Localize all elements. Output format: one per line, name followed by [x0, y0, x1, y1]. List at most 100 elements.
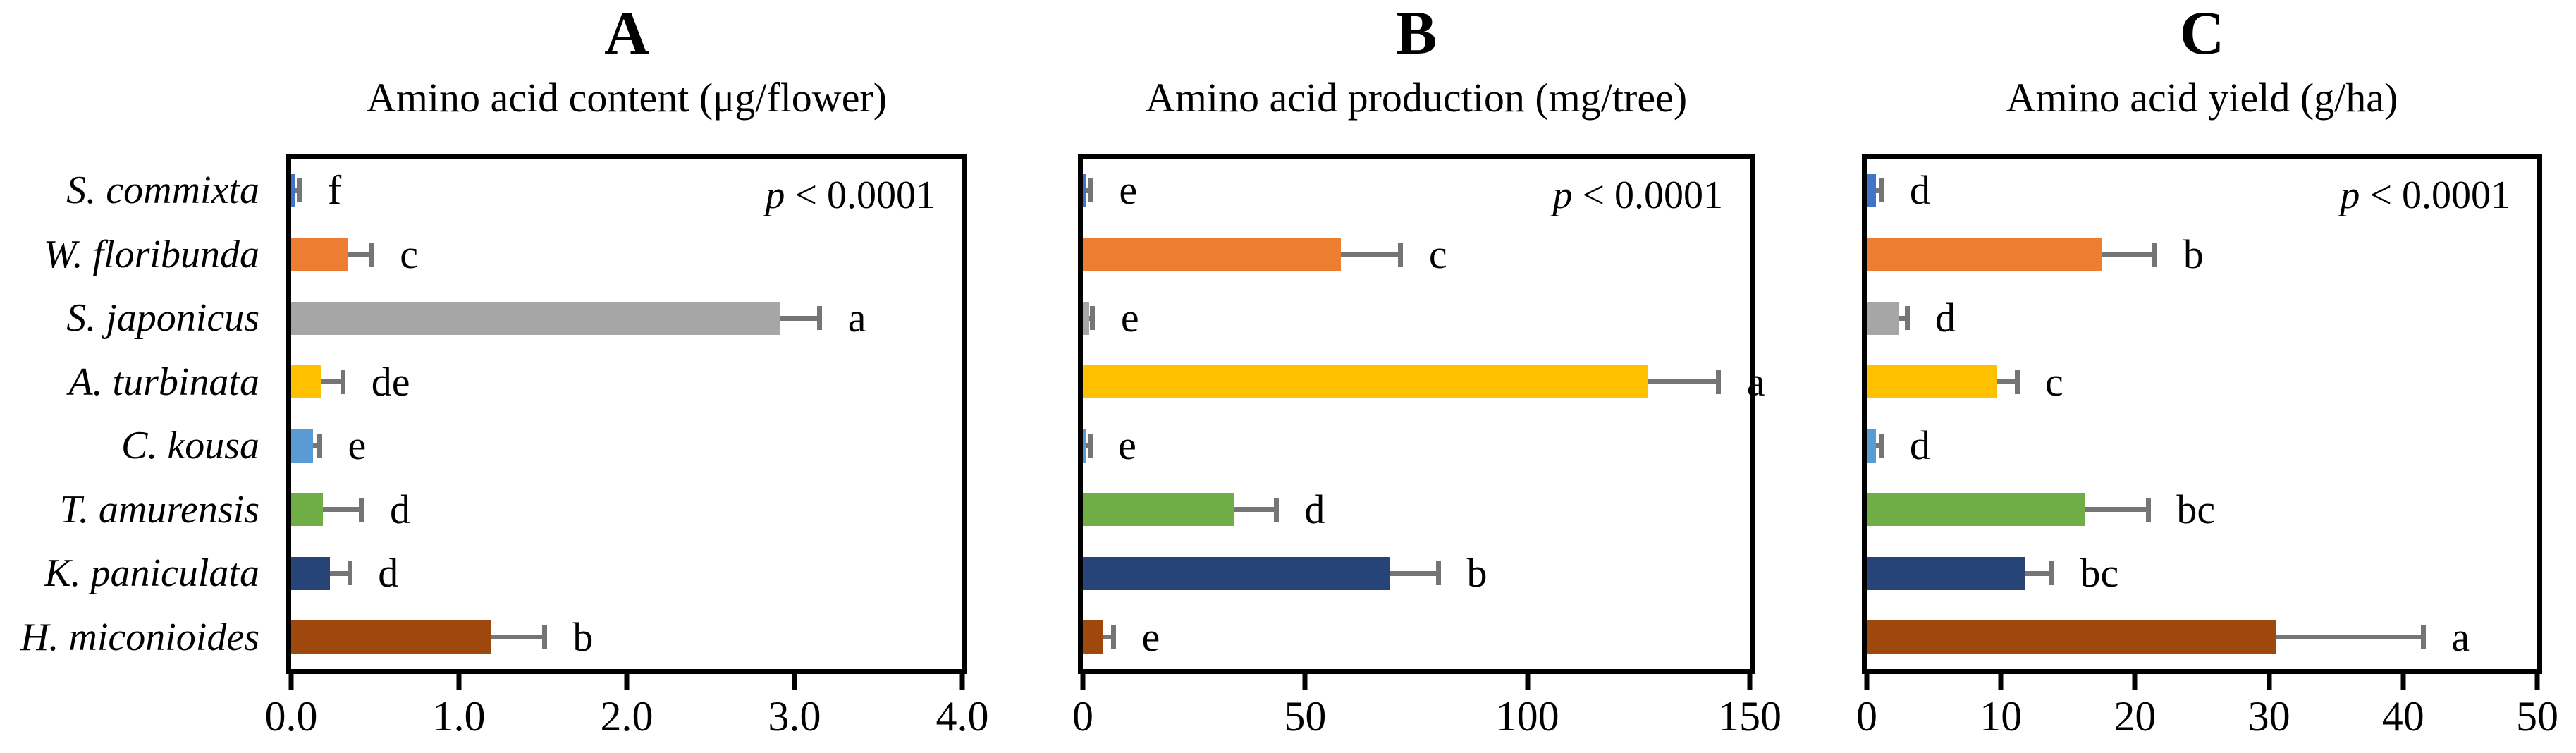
error-bar-cap	[1904, 306, 1910, 331]
bar-row: de	[291, 350, 962, 415]
significance-letter: bc	[2080, 550, 2119, 596]
axis-tick-label: 2.0	[600, 693, 654, 740]
species-label: C. kousa	[121, 424, 259, 467]
axis-tick-label: 3.0	[768, 693, 821, 740]
p-symbol: p	[765, 173, 785, 217]
bar	[291, 238, 348, 271]
bar	[1867, 493, 2086, 527]
error-bar-line	[2101, 252, 2155, 257]
panel-c-p-value: p < 0.0001	[2340, 173, 2510, 218]
bar-row: f	[291, 159, 962, 223]
panel-a-subtitle: Amino acid content (μg/flower)	[366, 75, 888, 121]
axis-tick-label: 30	[2247, 693, 2290, 740]
axis-tick-mark	[624, 674, 630, 690]
significance-letter: e	[1141, 613, 1160, 660]
error-bar-cap	[347, 561, 352, 586]
error-bar-cap	[541, 625, 547, 649]
significance-letter: d	[1909, 167, 1930, 213]
axis-tick-mark	[2132, 674, 2138, 690]
axis-tick-mark	[456, 674, 462, 690]
bar	[291, 365, 321, 399]
axis-tick-mark	[2400, 674, 2406, 690]
bar-row: c	[1083, 223, 1750, 287]
error-bar-line	[1997, 379, 2017, 385]
species-label: H. miconioides	[20, 615, 259, 659]
axis-tick-mark	[1302, 674, 1308, 690]
significance-letter: a	[847, 295, 866, 341]
axis-tick-mark	[959, 674, 965, 690]
error-bar-line	[323, 507, 362, 513]
bar-row: d	[291, 478, 962, 542]
error-bar-line	[2085, 507, 2149, 513]
error-bar-line	[312, 443, 320, 448]
p-threshold: < 0.0001	[795, 173, 936, 217]
bar-row: a	[1867, 606, 2537, 670]
error-bar-cap	[359, 497, 364, 522]
axis-tick-mark	[288, 674, 294, 690]
bar-row: e	[1083, 414, 1750, 478]
error-bar-line	[1390, 570, 1439, 576]
panel-c-x-axis: 0 10 20 30 40 50	[1856, 674, 2558, 752]
error-bar-line	[321, 379, 343, 385]
bar	[1083, 238, 1341, 271]
bar-row: c	[1867, 350, 2537, 415]
error-bar-cap	[817, 306, 823, 331]
error-bar-line	[1899, 315, 1908, 321]
error-bar-line	[1340, 252, 1401, 257]
significance-letter: a	[1746, 358, 1765, 405]
bar-row: d	[1867, 286, 2537, 350]
error-bar-cap	[2420, 625, 2426, 649]
axis-tick-label: 0	[1856, 693, 1877, 740]
error-bar-line	[2276, 635, 2424, 640]
species-label: W. floribunda	[44, 232, 259, 276]
bar-row: d	[291, 541, 962, 606]
bar	[291, 429, 313, 463]
bar	[1083, 556, 1390, 590]
bar	[1083, 173, 1087, 207]
error-bar-cap	[1111, 625, 1117, 649]
bar-row: bc	[1867, 541, 2537, 606]
significance-letter: bc	[2176, 486, 2216, 532]
error-bar-line	[2025, 570, 2052, 576]
panel-b-p-value: p < 0.0001	[1552, 173, 1723, 218]
bar-row: b	[291, 606, 962, 670]
significance-letter: b	[2183, 231, 2204, 277]
significance-letter: e	[348, 422, 367, 468]
axis-tick-label: 10	[1980, 693, 2023, 740]
error-bar-cap	[1087, 434, 1093, 458]
axis-tick-label: 1.0	[432, 693, 486, 740]
panel-b-plot-area: p < 0.0001 e c e a e d b e	[1078, 154, 1765, 674]
bar	[1867, 365, 1997, 399]
error-bar-line	[329, 570, 350, 576]
panel-b-subtitle: Amino acid production (mg/tree)	[1145, 75, 1688, 121]
error-bar-cap	[317, 434, 322, 458]
bar	[291, 493, 324, 527]
bar-row: d	[1867, 159, 2537, 223]
bar	[1083, 620, 1103, 654]
axis-tick-label: 4.0	[936, 693, 989, 740]
bar	[1083, 493, 1234, 527]
bar-row: e	[1083, 159, 1750, 223]
error-bar-line	[491, 635, 545, 640]
significance-letter: c	[1428, 231, 1447, 277]
bar-row: e	[291, 414, 962, 478]
axis-tick-mark	[2534, 674, 2540, 690]
bar	[1083, 365, 1648, 399]
significance-letter: e	[1119, 167, 1138, 213]
bar-row: a	[1083, 350, 1765, 415]
p-symbol: p	[1552, 173, 1573, 217]
significance-letter: c	[2045, 358, 2063, 405]
error-bar-cap	[2145, 497, 2151, 522]
error-bar-cap	[297, 178, 302, 203]
axis-tick-mark	[1525, 674, 1531, 690]
bar	[1867, 556, 2025, 590]
bar	[1867, 429, 1877, 463]
error-bar-line	[1876, 188, 1882, 193]
panel-a-letter: A	[604, 0, 649, 68]
significance-letter: d	[1304, 486, 1325, 532]
species-label: S. japonicus	[66, 296, 259, 340]
significance-letter: b	[572, 613, 594, 660]
axis-tick-mark	[1998, 674, 2004, 690]
significance-letter: d	[1909, 422, 1930, 468]
axis-tick-label: 0.0	[264, 693, 318, 740]
